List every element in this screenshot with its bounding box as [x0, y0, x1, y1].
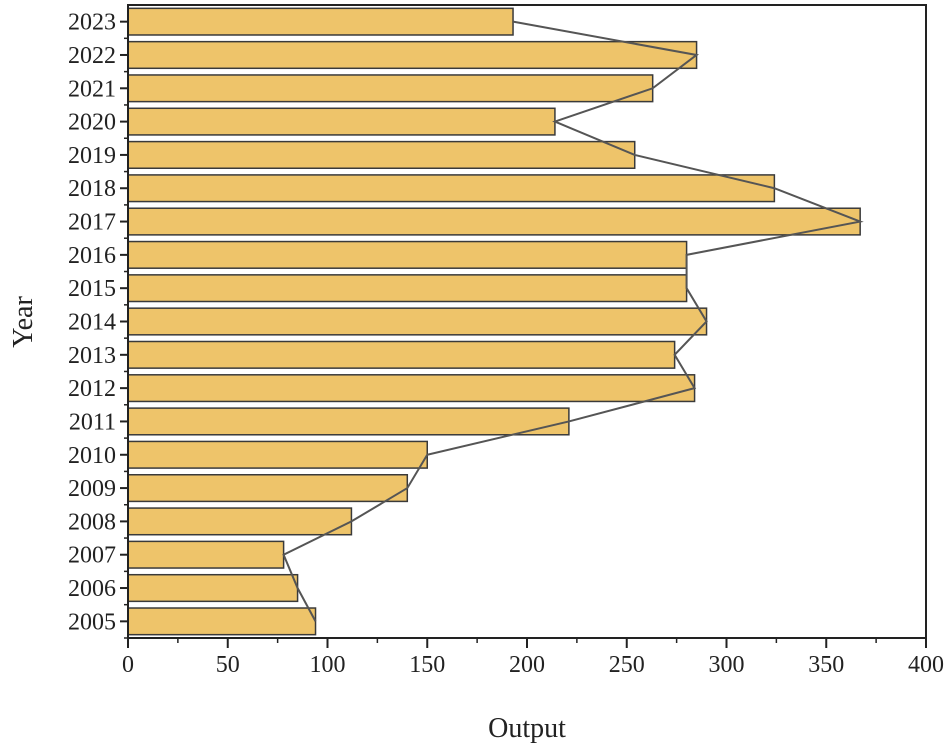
bar-2006 — [127, 573, 299, 603]
y-tick-label: 2005 — [68, 609, 116, 635]
y-tick-label: 2017 — [68, 210, 116, 236]
y-tick-label: 2011 — [69, 409, 116, 435]
x-tick-label: 250 — [609, 652, 645, 678]
y-tick-label: 2009 — [68, 476, 116, 502]
bar-2008 — [127, 507, 353, 536]
y-tick-label: 2021 — [68, 76, 116, 102]
x-axis-label: Output — [488, 713, 566, 744]
y-tick-label: 2007 — [68, 543, 116, 569]
bar-2016 — [127, 240, 688, 269]
y-tick-label: 2010 — [68, 443, 116, 469]
y-tick-label: 2016 — [68, 243, 116, 269]
y-tick-label: 2012 — [68, 376, 116, 402]
bar-2023 — [127, 7, 514, 36]
bar-2015 — [127, 274, 688, 303]
y-tick-label: 2014 — [68, 310, 116, 336]
x-tick-label: 150 — [409, 652, 445, 678]
y-axis-label: Year — [8, 296, 39, 348]
bar-2019 — [127, 140, 636, 169]
x-tick-label: 400 — [908, 652, 944, 678]
x-tick-label: 350 — [808, 652, 844, 678]
y-tick-label: 2015 — [68, 276, 116, 302]
bar-2010 — [127, 440, 428, 469]
y-tick-label: 2022 — [68, 43, 116, 69]
bar-2018 — [127, 174, 776, 203]
y-tick-label: 2006 — [68, 576, 116, 602]
bar-2005 — [127, 607, 317, 636]
bar-2014 — [127, 307, 708, 336]
bar-2011 — [127, 407, 570, 436]
trend-line — [282, 20, 864, 622]
bar-2017 — [127, 207, 861, 236]
bar-2020 — [127, 107, 556, 136]
x-tick-label: 0 — [122, 652, 134, 678]
y-tick-label: 2023 — [68, 10, 116, 36]
bar-2007 — [127, 540, 285, 569]
x-tick-label: 50 — [216, 652, 240, 678]
y-tick-label: 2013 — [68, 343, 116, 369]
y-tick-label: 2020 — [68, 110, 116, 136]
y-tick-label: 2008 — [68, 509, 116, 535]
bar-2013 — [127, 340, 676, 369]
bar-2021 — [127, 74, 654, 103]
bar-2022 — [127, 40, 698, 70]
y-tick-label: 2019 — [68, 143, 116, 169]
y-tick-label: 2018 — [68, 176, 116, 202]
bar-2009 — [127, 474, 409, 503]
x-tick-label: 100 — [310, 652, 346, 678]
bar-2012 — [127, 374, 696, 403]
x-tick-label: 200 — [509, 652, 545, 678]
x-tick-label: 300 — [709, 652, 745, 678]
